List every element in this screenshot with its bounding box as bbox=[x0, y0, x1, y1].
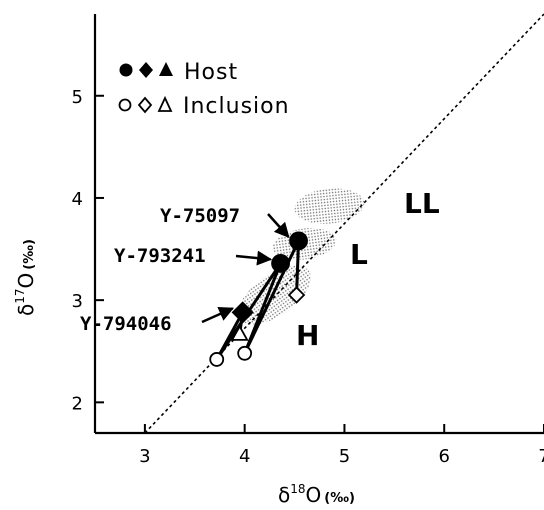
x-tick-label: 7 bbox=[538, 446, 544, 467]
y-axis-label: δ17O (‰) bbox=[13, 239, 38, 316]
y-axis-label-element: O bbox=[14, 273, 38, 289]
legend-host-diamond-icon bbox=[139, 62, 153, 78]
data-points bbox=[209, 231, 308, 367]
y-tick-label: 3 bbox=[72, 291, 83, 312]
legend-host-circle-icon bbox=[119, 63, 133, 77]
sample-label-y75097: Y-75097 bbox=[160, 205, 240, 227]
x-axis-label-sup: 18 bbox=[290, 482, 305, 496]
x-tick-label: 4 bbox=[239, 446, 250, 467]
axes: 3 4 5 6 7 2 3 4 5 bbox=[72, 14, 544, 467]
legend: Host Inclusion bbox=[118, 60, 290, 119]
leader-arrow bbox=[267, 213, 290, 238]
inclusion-point bbox=[287, 286, 306, 304]
legend-inclusion-diamond-icon bbox=[137, 96, 153, 114]
legend-host-label: Host bbox=[184, 60, 238, 85]
legend-entry-host: Host bbox=[119, 60, 238, 85]
leader-arrow bbox=[201, 307, 235, 324]
x-axis-label-unit: (‰) bbox=[324, 491, 355, 506]
x-axis-label: δ18O (‰) bbox=[278, 482, 355, 507]
legend-inclusion-triangle-icon bbox=[157, 95, 173, 112]
x-tick-label: 5 bbox=[339, 446, 350, 467]
legend-entry-inclusion: Inclusion bbox=[118, 94, 290, 119]
inclusion-point bbox=[230, 324, 249, 341]
legend-host-triangle-icon bbox=[159, 62, 173, 76]
y-axis-label-unit: (‰) bbox=[22, 239, 37, 270]
y-axis-label-delta: δ bbox=[14, 304, 38, 316]
host-inclusion-line bbox=[215, 311, 244, 361]
y-tick-label: 2 bbox=[72, 393, 83, 414]
x-tick-label: 6 bbox=[438, 446, 449, 467]
leader-arrow bbox=[235, 250, 273, 266]
x-tick-label: 3 bbox=[139, 446, 150, 467]
sample-leader-arrows bbox=[201, 213, 290, 324]
legend-inclusion-label: Inclusion bbox=[183, 94, 290, 119]
x-axis-label-element: O bbox=[306, 483, 322, 507]
y-tick-label: 4 bbox=[72, 189, 83, 210]
group-labels: LL L H bbox=[296, 187, 440, 352]
inclusion-point bbox=[237, 345, 253, 361]
y-tick-label: 5 bbox=[72, 87, 83, 108]
y-axis-label-sup: 17 bbox=[13, 288, 27, 303]
host-point bbox=[231, 301, 254, 324]
inclusion-point bbox=[209, 352, 225, 367]
group-label-h: H bbox=[296, 319, 319, 352]
host-point bbox=[271, 253, 290, 273]
group-label-l: L bbox=[350, 238, 368, 271]
legend-inclusion-circle-icon bbox=[118, 98, 132, 112]
region-h bbox=[238, 265, 311, 325]
host-point bbox=[289, 231, 308, 251]
x-axis-label-delta: δ bbox=[278, 483, 290, 507]
sample-label-y794046: Y-794046 bbox=[80, 313, 172, 335]
host-inclusion-line bbox=[243, 262, 282, 354]
region-ll bbox=[294, 188, 365, 224]
group-label-ll: LL bbox=[404, 187, 440, 220]
sample-labels: Y-75097 Y-793241 Y-794046 bbox=[80, 205, 240, 335]
sample-label-y793241: Y-793241 bbox=[114, 245, 206, 267]
y-axis-label-group: δ17O (‰) bbox=[13, 239, 38, 316]
